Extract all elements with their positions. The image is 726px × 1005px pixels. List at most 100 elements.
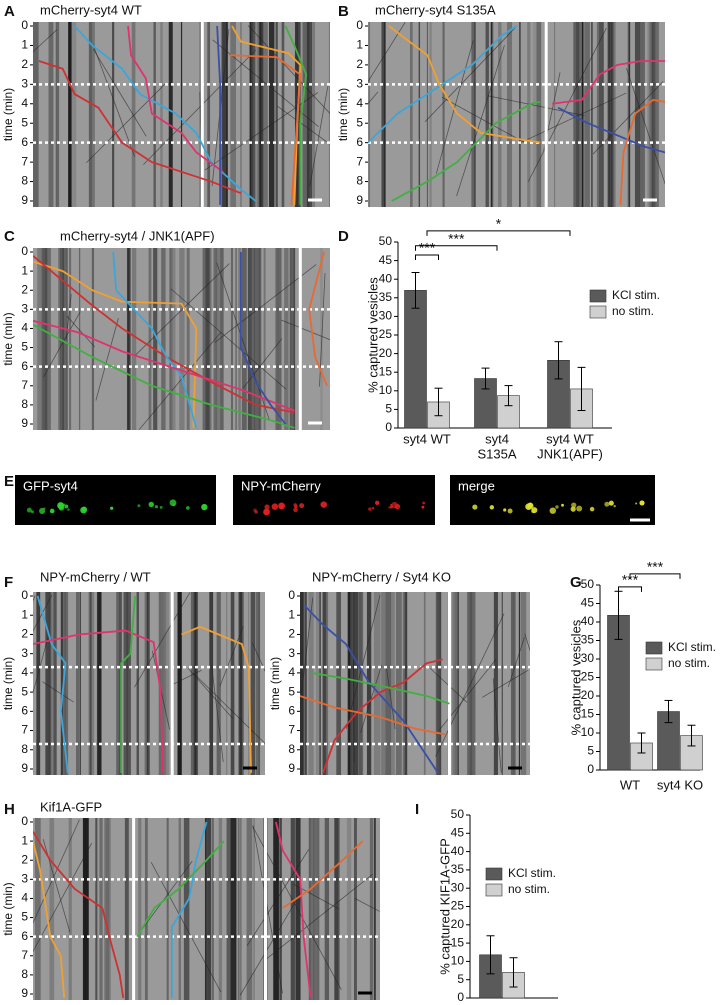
- stripe: [381, 22, 386, 207]
- puncta: [186, 506, 190, 510]
- y-tick-label: 45: [379, 253, 393, 267]
- stripe: [649, 22, 654, 207]
- stripe: [97, 592, 102, 775]
- stripe: [62, 592, 69, 775]
- streak: [193, 672, 265, 745]
- y-axis-title: time (min): [1, 657, 15, 710]
- puncta: [613, 504, 616, 508]
- y-tick-label: 5: [288, 684, 295, 698]
- stripe: [230, 248, 234, 430]
- streak: [33, 594, 53, 632]
- stripe: [612, 22, 616, 207]
- streak: [33, 819, 80, 924]
- stripe: [53, 592, 55, 775]
- trace: [311, 672, 450, 705]
- y-tick-label: 40: [581, 614, 595, 628]
- panel-letter: G: [570, 574, 582, 591]
- y-tick-label: 50: [581, 577, 595, 591]
- stripe: [349, 592, 353, 775]
- y-tick-label: 30: [451, 880, 465, 894]
- y-tick-label: 20: [379, 346, 393, 360]
- stripe: [390, 592, 395, 775]
- stripe: [309, 818, 314, 1000]
- streak: [251, 642, 265, 672]
- y-axis-title: time (min): [268, 657, 282, 710]
- stripe: [381, 592, 386, 775]
- stripe: [405, 592, 407, 775]
- trace: [112, 251, 198, 429]
- streak: [354, 898, 380, 912]
- stripe: [336, 592, 342, 775]
- micrograph: [233, 475, 435, 525]
- stripe: [591, 22, 593, 207]
- legend-swatch: [589, 305, 607, 319]
- trace: [303, 604, 439, 774]
- streak: [33, 29, 58, 53]
- streak: [300, 597, 314, 710]
- stripe: [518, 592, 521, 775]
- separator: [544, 22, 548, 207]
- stripe: [60, 592, 63, 775]
- error-bar: [481, 367, 490, 390]
- streak: [507, 637, 525, 688]
- stripe: [519, 22, 521, 207]
- stripe: [536, 22, 542, 207]
- y-tick-label: 20: [581, 688, 595, 702]
- stripe: [202, 248, 205, 430]
- puncta: [159, 505, 163, 509]
- x-tick-label: WT: [620, 777, 640, 792]
- streak: [42, 681, 74, 703]
- puncta: [263, 508, 270, 516]
- micrograph: [15, 475, 216, 525]
- y-tick-label: 30: [379, 309, 393, 323]
- stripe: [253, 818, 255, 1000]
- stripe: [353, 818, 357, 1000]
- kymograph: [33, 592, 265, 775]
- error-bar: [637, 732, 646, 754]
- stripe: [127, 248, 130, 430]
- streak: [492, 678, 502, 773]
- stripe: [319, 592, 321, 775]
- stripe: [639, 22, 645, 207]
- puncta: [320, 501, 327, 508]
- y-tick-label: 4: [288, 665, 295, 679]
- stripe: [237, 818, 239, 1000]
- kymograph: [300, 592, 530, 775]
- stripe: [48, 22, 54, 207]
- stripe: [230, 592, 235, 775]
- stripe: [442, 22, 445, 207]
- y-tick-label: 45: [581, 596, 595, 610]
- stripe: [144, 592, 148, 775]
- streak: [626, 67, 665, 185]
- puncta: [391, 501, 398, 509]
- stripe: [60, 248, 65, 430]
- y-tick-label: 6: [288, 704, 295, 718]
- y-axis-title: time (min): [1, 88, 15, 141]
- legend-swatch: [485, 867, 503, 881]
- trace: [557, 106, 665, 154]
- stripe: [116, 592, 123, 775]
- y-tick-label: 9: [21, 416, 28, 430]
- puncta: [110, 506, 114, 510]
- y-tick-label: 0: [21, 18, 28, 32]
- trace: [388, 25, 541, 144]
- stripe: [226, 592, 228, 775]
- y-tick-label: 25: [581, 670, 595, 684]
- trace: [391, 100, 541, 202]
- stripe: [273, 818, 279, 1000]
- y-tick-label: 6: [21, 929, 28, 943]
- streak: [171, 669, 202, 686]
- stripe: [384, 22, 386, 207]
- streak: [134, 592, 191, 688]
- streak: [216, 262, 270, 421]
- trace: [33, 840, 66, 998]
- stripe: [186, 248, 190, 430]
- y-axis-title: time (min): [1, 882, 15, 935]
- streak: [33, 635, 49, 695]
- stripe: [124, 818, 129, 1000]
- stripe: [651, 22, 656, 207]
- puncta: [64, 504, 69, 509]
- stripe: [220, 248, 224, 430]
- panel-title: mCherry-syt4 / JNK1(APF): [60, 228, 215, 243]
- stripe: [126, 592, 131, 775]
